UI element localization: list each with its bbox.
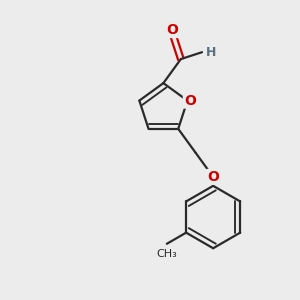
Text: CH₃: CH₃ xyxy=(157,248,177,259)
Text: O: O xyxy=(184,94,196,108)
Text: H: H xyxy=(206,46,216,59)
Text: O: O xyxy=(167,23,178,37)
Text: O: O xyxy=(207,170,219,184)
